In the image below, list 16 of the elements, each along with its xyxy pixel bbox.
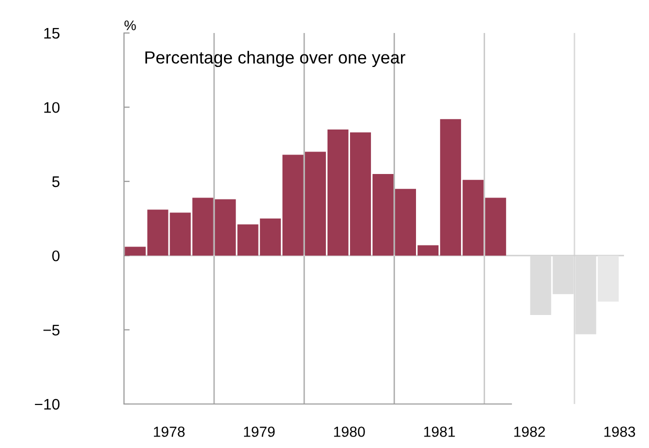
x-tick-label: 1978 (154, 426, 185, 437)
y-tick-label: 5 (52, 176, 60, 188)
y-tick-label: −10 (34, 398, 60, 410)
bar (598, 256, 619, 302)
y-tick-label: 15 (44, 28, 60, 39)
y-axis-title: % (124, 20, 136, 30)
y-tick-label: 0 (52, 250, 60, 262)
x-tick-label: 1980 (334, 426, 365, 437)
x-tick-label: 1983 (604, 426, 636, 437)
x-tick-label: 1982 (514, 426, 545, 437)
y-tick-label: −5 (43, 324, 60, 336)
text: Percentage change over one year (145, 50, 406, 68)
x-tick-label: 1979 (244, 426, 275, 437)
x-tick-label: 1981 (424, 426, 455, 437)
y-tick-label: 10 (44, 102, 60, 113)
bar (124, 246, 146, 256)
